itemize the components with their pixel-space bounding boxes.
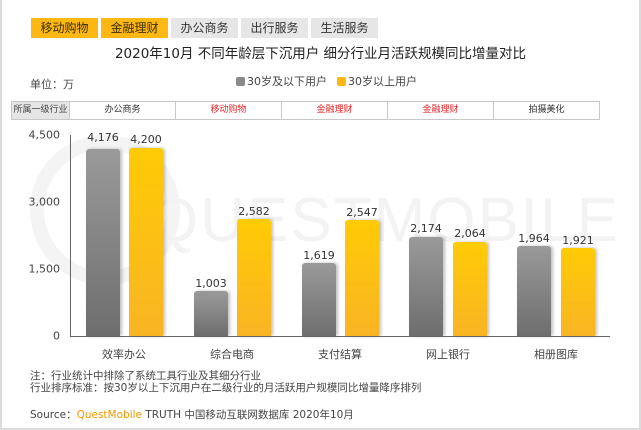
table-cell: 移动购物 xyxy=(175,102,281,119)
y-axis-line xyxy=(70,135,71,336)
x-tick-label: 效率办公 xyxy=(102,348,146,361)
value-label: 1,619 xyxy=(303,249,335,262)
note-line: 注：行业统计中排除了系统工具行业及其细分行业 xyxy=(30,370,261,382)
value-label: 4,176 xyxy=(87,131,119,144)
unit-label: 单位：万 xyxy=(30,78,74,91)
bar-under30-相册图库 xyxy=(517,246,551,336)
x-axis-line xyxy=(70,336,610,337)
tab-finance[interactable]: 金融理财 xyxy=(101,18,168,38)
bar-under30-综合电商 xyxy=(194,291,228,336)
legend-swatch-gray-icon xyxy=(236,76,245,86)
y-tick: 1,500 xyxy=(28,262,61,276)
legend-label: 30岁以上用户 xyxy=(348,75,417,88)
x-tick-label: 综合电商 xyxy=(210,348,254,361)
table-cell: 办公商务 xyxy=(69,102,175,119)
category-tabs: 移动购物 金融理财 办公商务 出行服务 生活服务 xyxy=(31,18,378,38)
tab-life-services[interactable]: 生活服务 xyxy=(311,18,378,38)
watermark-text: QUESTMOBILE xyxy=(150,186,620,255)
chart-legend: 30岁及以下用户 30岁以上用户 xyxy=(236,73,417,89)
legend-swatch-yellow-icon xyxy=(337,76,346,86)
bar-over30-支付结算 xyxy=(345,220,379,336)
value-label: 2,582 xyxy=(238,205,270,218)
tab-mobile-shopping[interactable]: 移动购物 xyxy=(31,18,98,38)
bar-over30-综合电商 xyxy=(237,219,271,336)
bar-over30-效率办公 xyxy=(129,148,163,336)
y-tick: 0 xyxy=(53,329,60,343)
value-label: 1,003 xyxy=(195,277,227,290)
tab-travel-services[interactable]: 出行服务 xyxy=(241,18,308,38)
bar-under30-网上银行 xyxy=(409,237,443,336)
table-cell: 拍摄美化 xyxy=(493,102,599,119)
parent-category-table: 所属一级行业 办公商务 移动购物 金融理财 金融理财 拍摄美化 xyxy=(11,101,600,120)
bar-under30-效率办公 xyxy=(86,149,120,336)
y-tick: 4,500 xyxy=(28,128,61,142)
source-brand: QuestMobile xyxy=(76,409,142,421)
x-tick-label: 网上银行 xyxy=(426,348,470,361)
bar-over30-相册图库 xyxy=(561,248,595,336)
table-cell: 金融理财 xyxy=(387,102,493,119)
table-cell: 金融理财 xyxy=(281,102,387,119)
x-tick-label: 支付结算 xyxy=(318,348,362,361)
legend-item-over30: 30岁以上用户 xyxy=(337,73,417,89)
table-header-cell: 所属一级行业 xyxy=(12,102,69,119)
chart-title: 2020年10月 不同年龄层下沉用户 细分行业月活跃规模同比增量对比 xyxy=(114,46,527,62)
tab-office-business[interactable]: 办公商务 xyxy=(171,18,238,38)
x-tick-label: 相册图库 xyxy=(534,348,578,361)
source-prefix: Source： xyxy=(30,409,77,421)
value-label: 2,174 xyxy=(410,222,442,235)
value-label: 4,200 xyxy=(130,133,162,146)
source-rest: TRUTH 中国移动互联网数据库 2020年10月 xyxy=(142,409,354,421)
value-label: 1,964 xyxy=(518,232,550,245)
legend-label: 30岁及以下用户 xyxy=(247,75,327,88)
value-label: 1,921 xyxy=(562,234,594,247)
legend-item-under30: 30岁及以下用户 xyxy=(236,73,327,89)
source-line: Source：QuestMobile TRUTH 中国移动互联网数据库 2020… xyxy=(30,407,354,422)
note-line: 行业排序标准：按30岁以上下沉用户在二级行业的月活跃用户规模同比增量降序排列 xyxy=(30,382,422,394)
value-label: 2,547 xyxy=(346,206,378,219)
footnotes: 注：行业统计中排除了系统工具行业及其细分行业 行业排序标准：按30岁以上下沉用户… xyxy=(30,370,421,394)
bar-over30-网上银行 xyxy=(453,242,487,336)
bar-under30-支付结算 xyxy=(302,263,336,336)
y-tick: 3,000 xyxy=(28,195,61,209)
value-label: 2,064 xyxy=(454,227,486,240)
